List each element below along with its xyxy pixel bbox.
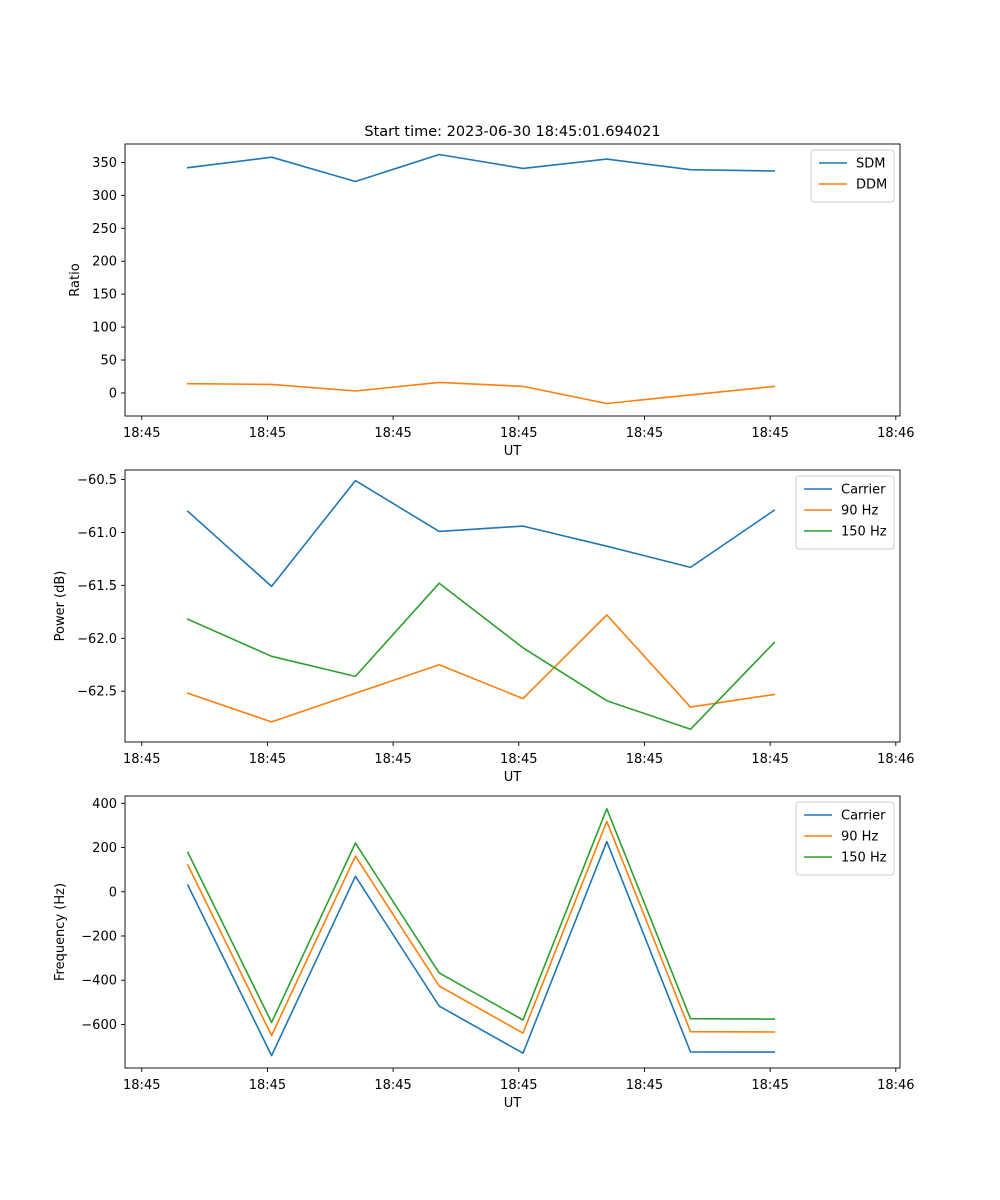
legend: Carrier 90 Hz 150 Hz [795, 801, 895, 876]
y-tick-label: 350 [92, 156, 117, 171]
series-line-1 [186, 840, 776, 1057]
legend-label: SDM [856, 157, 885, 172]
legend-label: 150 Hz [841, 851, 887, 866]
y-axis-label: Frequency (Hz) [53, 883, 68, 981]
x-tick-label: 18:45 [249, 426, 286, 441]
y-tick-label: −60.5 [77, 473, 117, 488]
y-axis-label: Power (dB) [53, 571, 68, 642]
x-tick-label: 18:45 [751, 1078, 788, 1093]
y-tick-label: −61.5 [77, 579, 117, 594]
x-tick-label: 18:45 [500, 1078, 537, 1093]
legend-label: 150 Hz [841, 525, 887, 540]
y-tick-label: −62.0 [77, 632, 117, 647]
y-tick-label: −400 [81, 974, 117, 989]
series-line-3 [186, 582, 776, 731]
x-tick-label: 18:45 [626, 1078, 663, 1093]
series-line-2 [186, 614, 776, 723]
x-tick-label: 18:45 [249, 752, 286, 767]
x-tick-label: 18:45 [123, 1078, 160, 1093]
legend-label: Carrier [841, 809, 886, 824]
x-tick-label: 18:45 [249, 1078, 286, 1093]
series-line-1 [186, 153, 776, 183]
series-line-2 [186, 820, 776, 1037]
x-tick-label: 18:45 [374, 1078, 411, 1093]
x-tick-label: 18:46 [877, 1078, 914, 1093]
x-tick-label: 18:46 [877, 752, 914, 767]
axes-frame [124, 469, 901, 743]
y-tick-label: 200 [92, 841, 117, 856]
y-tick-label: 300 [92, 189, 117, 204]
x-axis-label: UT [504, 444, 522, 459]
y-tick-label: 200 [92, 255, 117, 270]
y-tick-label: 250 [92, 222, 117, 237]
legend: Carrier 90 Hz 150 Hz [795, 475, 895, 550]
x-tick-label: 18:45 [751, 752, 788, 767]
chart-title: Start time: 2023-06-30 18:45:01.694021 [364, 124, 660, 140]
x-tick-label: 18:45 [123, 752, 160, 767]
series-line-3 [186, 807, 776, 1024]
y-tick-label: −62.5 [77, 685, 117, 700]
x-axis-label: UT [504, 770, 522, 785]
y-axis-label: Ratio [68, 263, 83, 296]
y-tick-label: −200 [81, 929, 117, 944]
x-tick-label: 18:45 [500, 752, 537, 767]
axes-frame [124, 143, 901, 417]
x-tick-label: 18:45 [123, 426, 160, 441]
x-tick-label: 18:45 [626, 752, 663, 767]
legend-label: 90 Hz [841, 504, 878, 519]
y-tick-label: −61.0 [77, 526, 117, 541]
y-tick-label: 400 [92, 797, 117, 812]
x-tick-label: 18:46 [877, 426, 914, 441]
x-tick-label: 18:45 [374, 752, 411, 767]
y-tick-label: 0 [109, 386, 117, 401]
legend-label: Carrier [841, 483, 886, 498]
y-tick-label: 150 [92, 288, 117, 303]
x-tick-label: 18:45 [751, 426, 788, 441]
series-line-1 [186, 479, 776, 588]
y-tick-label: 50 [100, 354, 117, 369]
x-tick-label: 18:45 [500, 426, 537, 441]
series-line-2 [186, 381, 776, 405]
x-tick-label: 18:45 [626, 426, 663, 441]
axes-frame [124, 795, 901, 1069]
y-tick-label: 0 [109, 885, 117, 900]
x-tick-label: 18:45 [374, 426, 411, 441]
y-tick-label: 100 [92, 321, 117, 336]
chart-panel: Start time: 2023-06-30 18:45:01.694021 0 5… [68, 124, 915, 459]
chart-panel: −62.5 −62.0 −61.5 −61.0 −60.5 18:45 18:45 18:45… [53, 469, 915, 785]
x-axis-label: UT [504, 1096, 522, 1111]
chart-panel: −600 −400 −200 0 200 400 18:45 18:45 18:45 18:45 1… [53, 795, 915, 1111]
legend: SDM DDM [810, 149, 895, 203]
legend-label: DDM [856, 178, 887, 193]
legend-label: 90 Hz [841, 830, 878, 845]
y-tick-label: −600 [81, 1018, 117, 1033]
